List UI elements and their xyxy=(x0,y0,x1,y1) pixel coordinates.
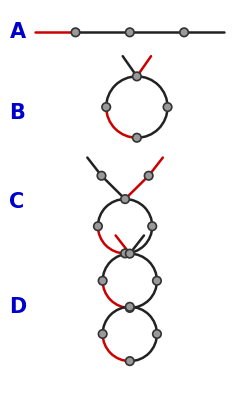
Ellipse shape xyxy=(121,249,129,258)
Text: C: C xyxy=(9,192,25,212)
Ellipse shape xyxy=(163,103,172,112)
Ellipse shape xyxy=(180,28,188,37)
Ellipse shape xyxy=(98,276,107,285)
Ellipse shape xyxy=(153,276,161,285)
Ellipse shape xyxy=(144,171,153,180)
Ellipse shape xyxy=(133,133,141,142)
Ellipse shape xyxy=(71,28,80,37)
Ellipse shape xyxy=(153,330,161,338)
Ellipse shape xyxy=(121,195,129,203)
Ellipse shape xyxy=(126,303,134,311)
Ellipse shape xyxy=(126,249,134,258)
Ellipse shape xyxy=(133,72,141,81)
Text: A: A xyxy=(9,22,25,42)
Ellipse shape xyxy=(102,103,110,112)
Text: B: B xyxy=(9,103,25,123)
Ellipse shape xyxy=(126,357,134,365)
Text: D: D xyxy=(9,297,27,317)
Ellipse shape xyxy=(126,304,134,312)
Ellipse shape xyxy=(97,171,106,180)
Ellipse shape xyxy=(148,222,156,231)
Ellipse shape xyxy=(98,330,107,338)
Ellipse shape xyxy=(126,28,134,37)
Ellipse shape xyxy=(94,222,102,231)
